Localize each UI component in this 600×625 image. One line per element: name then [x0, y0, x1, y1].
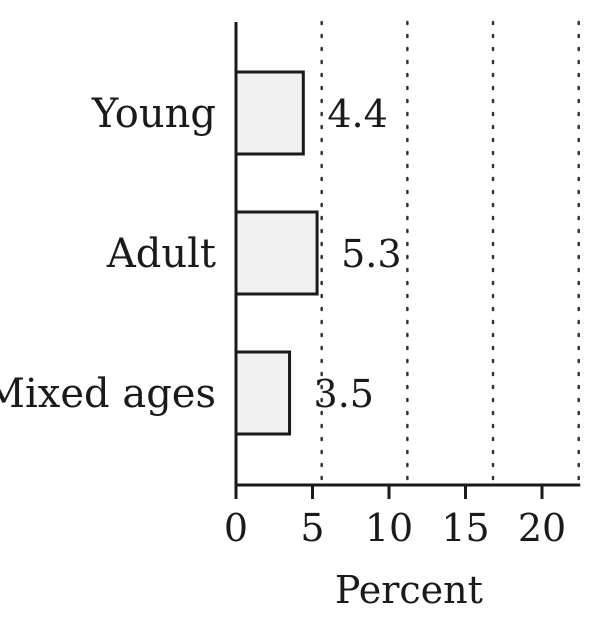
- bars: [234, 70, 319, 436]
- x-tick-label-0: 0: [224, 506, 248, 550]
- value-label-young: 4.4: [327, 92, 387, 136]
- category-label-young: Young: [91, 91, 216, 137]
- bar-adult: [234, 210, 319, 296]
- x-tick-label-15: 15: [441, 506, 489, 550]
- category-label-adult: Adult: [106, 231, 216, 277]
- category-label-mixed-ages: Mixed ages: [0, 371, 216, 417]
- x-tick-label-10: 10: [365, 506, 413, 550]
- labels: Young 4.4 Adult 5.3 Mixed ages 3.5: [0, 91, 402, 417]
- value-label-mixed-ages: 3.5: [314, 372, 374, 416]
- x-tick-label-20: 20: [518, 506, 566, 550]
- x-axis-ticks: 0 5 10 15 20: [224, 485, 566, 550]
- value-label-adult: 5.3: [341, 232, 401, 276]
- x-axis-title: Percent: [335, 568, 483, 612]
- bar-young: [234, 70, 305, 156]
- bar-mixed-ages: [234, 350, 292, 436]
- axes: [234, 22, 581, 487]
- x-tick-label-5: 5: [300, 506, 324, 550]
